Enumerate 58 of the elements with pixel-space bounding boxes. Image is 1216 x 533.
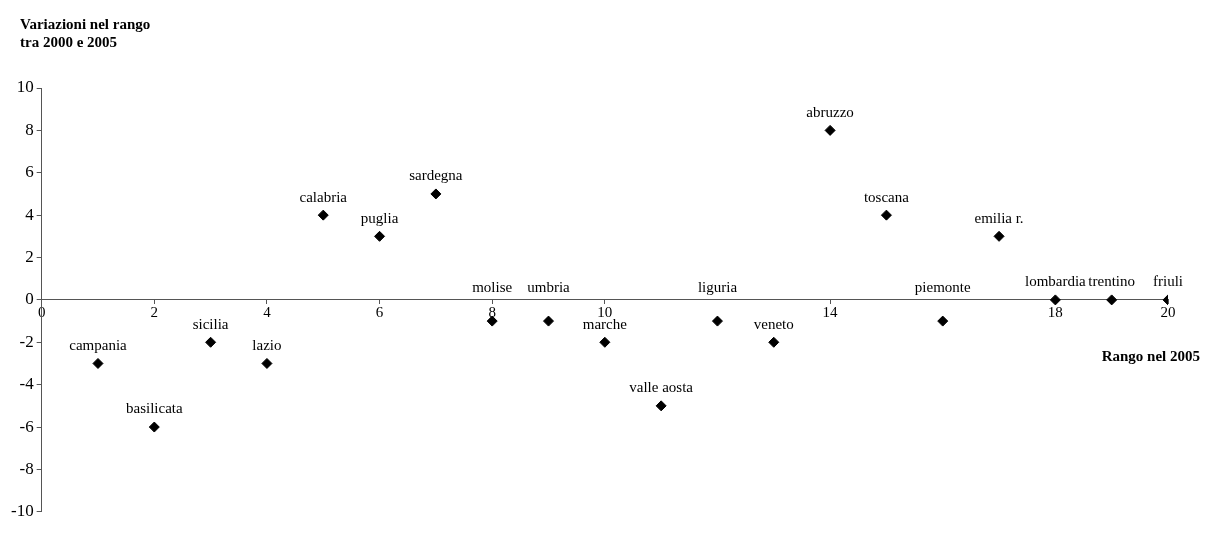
point — [937, 315, 949, 327]
x-tick-label: 8 — [488, 303, 496, 320]
annotation: abruzzo — [806, 103, 854, 120]
point — [261, 357, 273, 369]
x-tick-label: 6 — [375, 303, 384, 320]
y-tick-label: 4 — [25, 204, 35, 224]
annotation: toscana — [863, 188, 910, 205]
point — [599, 336, 611, 348]
point — [711, 315, 723, 327]
annotation: campania — [69, 336, 128, 353]
y-tick-label: -6 — [19, 416, 34, 436]
point — [1106, 294, 1118, 306]
point — [374, 230, 386, 242]
annotation: sicilia — [192, 315, 229, 332]
point — [92, 357, 104, 369]
x-tick-label: 4 — [263, 303, 272, 320]
x-axis-title: Rango nel 2005 — [1101, 348, 1200, 365]
annotation: calabria — [299, 188, 348, 205]
x-tick-label: 2 — [150, 303, 159, 320]
annotation: emilia r. — [974, 209, 1024, 226]
annotation: basilicata — [125, 400, 183, 417]
y-tick-label: -2 — [19, 331, 34, 351]
y-tick-label: 10 — [16, 77, 34, 97]
y-tick-label: 2 — [25, 246, 34, 266]
annotation: umbria — [527, 279, 571, 296]
y-tick-label: -10 — [10, 501, 34, 521]
annotation: molise — [472, 279, 513, 296]
y-axis-title: Variazioni nel rango tra 2000 e 2005 — [20, 16, 151, 51]
annotation: puglia — [360, 209, 399, 226]
annotation: lombardia — [1024, 273, 1087, 290]
y-tick-label: 8 — [25, 119, 34, 139]
annotation: sardegna — [409, 167, 463, 184]
annotation: lazio — [252, 336, 282, 353]
y-tick-label: 6 — [25, 162, 34, 182]
annotation: veneto — [753, 315, 794, 332]
y-tick-label: -4 — [19, 374, 35, 394]
annotation: trentino — [1088, 273, 1136, 290]
x-tick-label: 14 — [822, 303, 839, 320]
point — [880, 209, 892, 221]
annotation: valle aosta — [629, 379, 694, 396]
y-tick-label: -8 — [19, 458, 34, 478]
x-tick-label: 18 — [1047, 303, 1063, 320]
point — [486, 315, 498, 327]
point — [317, 209, 329, 221]
point — [993, 230, 1005, 242]
point — [655, 400, 667, 412]
point — [205, 336, 217, 348]
annotation: piemonte — [914, 279, 971, 296]
point — [1049, 294, 1061, 306]
point — [430, 188, 442, 200]
point — [768, 336, 780, 348]
point — [543, 315, 555, 327]
annotation: friuli — [1153, 273, 1183, 290]
point — [824, 124, 836, 136]
x-tick-label: 10 — [597, 303, 613, 320]
annotation: liguria — [697, 279, 738, 296]
point — [148, 421, 160, 433]
x-tick-label: 20 — [1160, 303, 1176, 320]
